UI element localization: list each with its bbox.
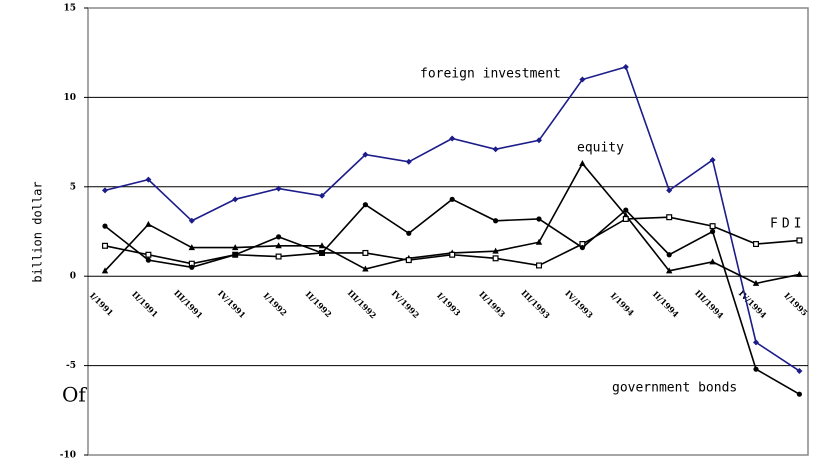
- point: [535, 238, 543, 245]
- x-tick-label: II/1992: [304, 289, 334, 319]
- point: [275, 242, 282, 249]
- x-tick-label: IV/1994: [737, 288, 769, 320]
- x-tick-label: III/1993: [519, 288, 552, 321]
- point: [362, 202, 368, 208]
- point: [753, 366, 759, 372]
- point: [535, 262, 542, 269]
- point: [145, 176, 152, 183]
- x-tick-label: III/1991: [172, 288, 205, 321]
- point: [102, 187, 108, 194]
- point: [492, 247, 499, 254]
- point: [232, 252, 238, 258]
- point: [752, 241, 759, 248]
- point: [666, 187, 673, 194]
- point: [449, 251, 456, 258]
- point: [579, 244, 586, 251]
- y-tick-label: 5: [70, 182, 76, 192]
- point: [709, 258, 716, 265]
- point: [101, 267, 109, 274]
- y-tick-label: 15: [63, 4, 76, 14]
- point: [362, 265, 369, 272]
- point: [145, 251, 152, 258]
- point: [796, 391, 803, 397]
- point: [275, 253, 282, 260]
- point: [666, 267, 673, 274]
- point: [753, 339, 759, 346]
- side-text: Of: [62, 383, 87, 407]
- x-tick-label: III/1994: [693, 288, 726, 321]
- point: [752, 279, 760, 286]
- point: [709, 156, 716, 163]
- x-tick-label: I/1994: [609, 290, 637, 318]
- x-tick-label: I/1993: [435, 290, 463, 318]
- point: [493, 218, 499, 224]
- x-tick-label: I/1991: [88, 290, 116, 318]
- point: [188, 244, 195, 251]
- point: [276, 234, 282, 240]
- point: [579, 160, 586, 167]
- point: [666, 252, 672, 258]
- y-axis-label: billion dollar: [31, 181, 45, 282]
- y-tick-label: 0: [70, 272, 76, 282]
- point: [666, 214, 673, 221]
- point: [406, 230, 412, 236]
- x-tick-label: II/1994: [651, 289, 681, 319]
- point: [579, 76, 586, 83]
- y-tick-label: -5: [66, 361, 76, 371]
- point: [405, 257, 412, 264]
- series-label: FDI: [770, 217, 805, 232]
- point: [710, 228, 716, 235]
- point: [405, 158, 412, 165]
- point: [449, 196, 455, 202]
- x-tick-label: IV/1993: [563, 288, 595, 320]
- series-line: [104, 162, 800, 285]
- x-tick-label: IV/1991: [216, 288, 248, 320]
- series-label: equity: [577, 141, 624, 156]
- point: [102, 223, 108, 229]
- point: [449, 135, 456, 142]
- point: [536, 216, 542, 222]
- x-tick-label: II/1991: [130, 289, 160, 319]
- point: [362, 249, 369, 256]
- point: [622, 64, 629, 71]
- point: [622, 215, 629, 222]
- x-tick-label: I/1995: [782, 290, 810, 318]
- point: [796, 270, 803, 277]
- point: [145, 220, 152, 227]
- series-label: foreign investment: [420, 67, 561, 82]
- point: [232, 244, 239, 251]
- point: [189, 264, 195, 270]
- point: [796, 237, 803, 244]
- point: [275, 185, 282, 192]
- point: [232, 196, 239, 203]
- point: [318, 242, 326, 249]
- x-tick-label: II/1993: [477, 289, 507, 319]
- point: [101, 242, 108, 249]
- point: [492, 255, 499, 262]
- point: [536, 137, 542, 144]
- x-tick-label: III/1992: [346, 288, 379, 321]
- x-tick-label: IV/1992: [390, 288, 422, 320]
- point: [145, 257, 151, 263]
- y-tick-label: -10: [60, 451, 76, 461]
- series-label: government bonds: [612, 381, 737, 396]
- point: [362, 151, 369, 158]
- point: [796, 367, 803, 374]
- y-tick-label: 10: [63, 93, 76, 103]
- point: [188, 217, 195, 224]
- x-tick-label: I/1992: [262, 290, 290, 318]
- point: [709, 223, 716, 230]
- point: [492, 146, 499, 153]
- point: [623, 207, 629, 213]
- point: [319, 250, 325, 256]
- series-line: [104, 66, 800, 372]
- point: [319, 192, 325, 199]
